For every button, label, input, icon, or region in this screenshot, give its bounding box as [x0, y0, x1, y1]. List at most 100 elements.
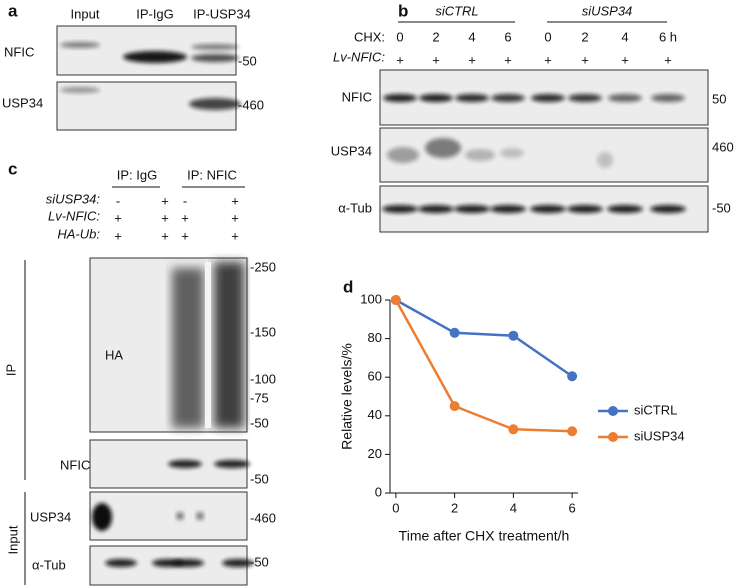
y-axis-label: Relative levels/%: [339, 343, 355, 450]
band: [607, 205, 643, 213]
band: [491, 94, 525, 102]
band: [189, 98, 241, 110]
label: +: [114, 228, 122, 243]
blot: [89, 491, 248, 541]
band: [530, 205, 566, 213]
band: [191, 54, 239, 62]
y-tick-label: 60: [368, 369, 382, 384]
label: 0: [396, 29, 403, 44]
label: +: [181, 228, 189, 243]
band: [608, 94, 642, 102]
label: a: [8, 1, 18, 20]
legend-marker: [608, 406, 618, 416]
gap: [205, 262, 211, 428]
label: -460: [250, 510, 276, 525]
label: IP: NFIC: [187, 167, 237, 182]
band: [92, 503, 112, 531]
label: 4: [621, 29, 628, 44]
label: CHX:: [354, 29, 385, 44]
band: [419, 94, 453, 102]
band: [597, 152, 613, 168]
smear: [172, 268, 204, 428]
label: Input: [5, 525, 20, 554]
band: [191, 44, 239, 50]
x-tick-label: 4: [510, 500, 517, 515]
label: -100: [250, 371, 276, 386]
label: +: [231, 193, 239, 208]
label: IP-IgG: [136, 6, 174, 21]
band: [568, 94, 602, 102]
label: b: [398, 1, 408, 20]
point: [567, 371, 578, 382]
label: siUSP34:: [46, 191, 101, 206]
legend-label: siCTRL: [634, 402, 677, 417]
label: USP34: [30, 509, 71, 524]
label: +: [581, 52, 589, 67]
band: [176, 512, 184, 520]
label: 50: [712, 91, 726, 106]
label: -460: [238, 97, 264, 112]
label: -50: [250, 554, 269, 569]
band: [567, 205, 603, 213]
band: [383, 94, 417, 102]
band: [387, 147, 419, 163]
label: IP-USP34: [193, 6, 251, 21]
label: USP34: [2, 95, 43, 110]
point: [449, 327, 460, 338]
label: +: [396, 52, 404, 67]
label: -: [183, 193, 187, 208]
label: -50: [712, 200, 731, 215]
label: 460: [712, 139, 734, 154]
band: [500, 148, 524, 158]
label: 2: [581, 29, 588, 44]
label: 4: [468, 29, 475, 44]
label: HA-Ub:: [57, 226, 100, 241]
blot: [379, 127, 709, 183]
band: [465, 149, 495, 161]
label: NFIC: [60, 457, 90, 472]
band: [425, 138, 461, 158]
x-tick-label: 0: [392, 500, 399, 515]
label: +: [664, 52, 672, 67]
band: [490, 205, 526, 213]
band: [60, 42, 100, 48]
point: [449, 401, 460, 412]
label: -: [116, 193, 120, 208]
y-tick-label: 20: [368, 446, 382, 461]
label: +: [161, 210, 169, 225]
label: +: [432, 52, 440, 67]
label: siCTRL: [435, 3, 478, 18]
series-line: [395, 298, 573, 378]
label: NFIC: [4, 44, 34, 59]
y-tick-label: 80: [368, 330, 382, 345]
label: 6: [504, 29, 511, 44]
point: [508, 424, 519, 435]
x-tick-label: 2: [451, 500, 458, 515]
label: IP: IgG: [117, 167, 157, 182]
label: 2: [432, 29, 439, 44]
label: +: [181, 210, 189, 225]
label: Input: [71, 6, 100, 21]
label: 6 h: [659, 29, 677, 44]
label: +: [544, 52, 552, 67]
y-tick-label: 40: [368, 407, 382, 422]
band: [418, 205, 454, 213]
label: 0: [544, 29, 551, 44]
label: -250: [250, 259, 276, 274]
label: -75: [250, 390, 269, 405]
label: d: [343, 277, 353, 296]
point: [567, 426, 578, 437]
band: [105, 559, 137, 567]
band: [651, 94, 685, 102]
label: -50: [250, 471, 269, 486]
label: -150: [250, 324, 276, 339]
blot: [56, 25, 237, 76]
smear: [214, 262, 244, 428]
label: c: [8, 159, 17, 178]
series-line: [394, 299, 573, 433]
x-tick-label: 6: [569, 500, 576, 515]
label: +: [231, 228, 239, 243]
legend-marker: [608, 432, 618, 442]
label: NFIC: [342, 89, 372, 104]
legend-label: siUSP34: [634, 428, 685, 443]
